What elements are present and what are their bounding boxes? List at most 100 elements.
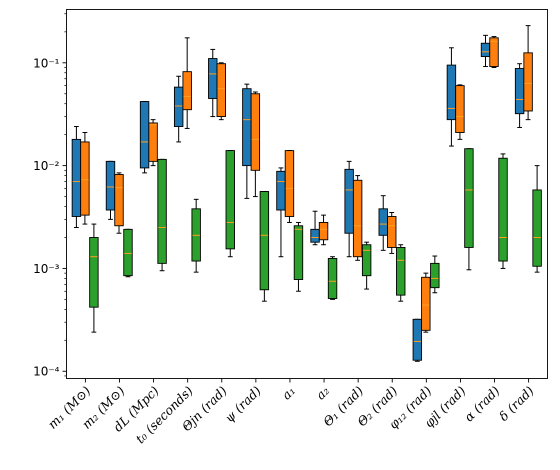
x-tick-label: δ (rad) [496, 383, 537, 424]
box-3-12 [464, 148, 474, 271]
box-body [242, 88, 252, 167]
box-body [182, 71, 192, 111]
box-body [139, 101, 150, 169]
box-body [216, 63, 226, 118]
box-1-8 [310, 210, 320, 246]
box-body [480, 42, 491, 58]
box-1-9 [344, 160, 354, 258]
box-body [498, 157, 508, 262]
box-2-13 [489, 36, 499, 69]
x-tick-label: α (rad) [461, 383, 503, 425]
box-body [80, 141, 90, 216]
box-body [344, 168, 354, 234]
box-body [157, 158, 167, 264]
box-body [378, 208, 388, 236]
box-1-3 [139, 101, 150, 174]
box-2-8 [318, 214, 329, 246]
box-body [412, 318, 423, 361]
x-tick-label: a₂ [313, 383, 332, 402]
box-body [514, 68, 525, 115]
box-2-3 [148, 119, 158, 167]
box-body [489, 37, 499, 67]
box-2-12 [455, 84, 465, 140]
x-tick-label: ψ (rad) [222, 383, 264, 425]
y-tick-label: 10⁻⁴ [33, 365, 60, 379]
box-3-3 [157, 158, 167, 272]
box-3-6 [259, 191, 270, 302]
y-tick-label: 10⁻¹ [33, 56, 60, 70]
box-body [532, 189, 542, 267]
box-body [327, 258, 338, 299]
boxes-layer [71, 25, 542, 362]
y-tick-label: 10⁻² [33, 159, 60, 173]
box-1-7 [276, 167, 286, 258]
box-2-10 [387, 211, 397, 254]
box-body [259, 191, 270, 291]
box-2-7 [284, 150, 295, 223]
box-body [114, 174, 124, 227]
box-body [225, 150, 235, 250]
box-1-5 [208, 48, 218, 118]
box-body [208, 58, 218, 99]
y-axis: 10⁻⁴ 10⁻³ 10⁻² 10⁻¹ [33, 13, 67, 379]
box-2-4 [182, 37, 192, 129]
box-body [464, 148, 474, 248]
box-2-14 [523, 25, 533, 121]
box-1-4 [173, 75, 184, 143]
box-body [123, 228, 133, 277]
box-body [89, 237, 99, 308]
box-3-1 [89, 223, 99, 333]
box-1-14 [514, 63, 525, 128]
box-1-1 [71, 126, 82, 229]
box-2-5 [216, 62, 226, 121]
box-3-5 [225, 150, 235, 258]
box-2-2 [114, 172, 124, 234]
box-body [361, 244, 372, 277]
box-body [284, 150, 295, 217]
box-3-7 [293, 221, 304, 292]
box-1-11 [412, 318, 423, 362]
axes-frame [66, 9, 548, 379]
y-tick-label: 10⁻³ [33, 262, 60, 276]
box-body [396, 246, 406, 296]
box-3-11 [430, 255, 440, 294]
box-1-2 [105, 160, 116, 220]
box-body [173, 86, 184, 127]
box-body [148, 122, 158, 162]
box-3-8 [327, 256, 338, 300]
box-3-9 [361, 241, 372, 290]
box-3-13 [498, 153, 508, 269]
series-2 [80, 25, 533, 333]
box-1-13 [480, 34, 491, 68]
box-2-1 [80, 131, 90, 225]
box-body [446, 64, 457, 121]
box-1-12 [446, 47, 457, 147]
box-1-6 [242, 83, 252, 199]
box-2-9 [352, 175, 363, 261]
box-body [455, 85, 465, 133]
box-3-2 [123, 228, 133, 278]
box-body [430, 262, 440, 289]
box-2-11 [421, 272, 431, 333]
box-body [387, 216, 397, 248]
box-body [352, 179, 363, 258]
box-3-14 [532, 165, 542, 273]
box-3-10 [396, 244, 406, 302]
box-body [523, 52, 533, 112]
x-tick-label: a₁ [279, 383, 298, 402]
box-3-4 [191, 198, 201, 273]
series-1 [71, 34, 525, 362]
box-2-6 [250, 91, 261, 198]
x-axis: m₁ (M⊙)m₂ (M⊙)dL (Mpc)t₀ (seconds)Θjn (r… [45, 378, 537, 446]
box-body [71, 138, 82, 217]
box-body [105, 160, 116, 211]
box-1-10 [378, 195, 388, 251]
box-body [276, 170, 286, 211]
box-body [293, 225, 304, 280]
series-3 [89, 148, 542, 333]
box-body [421, 276, 431, 331]
box-body [250, 93, 261, 171]
box-body [318, 222, 329, 241]
box-body [310, 228, 320, 243]
